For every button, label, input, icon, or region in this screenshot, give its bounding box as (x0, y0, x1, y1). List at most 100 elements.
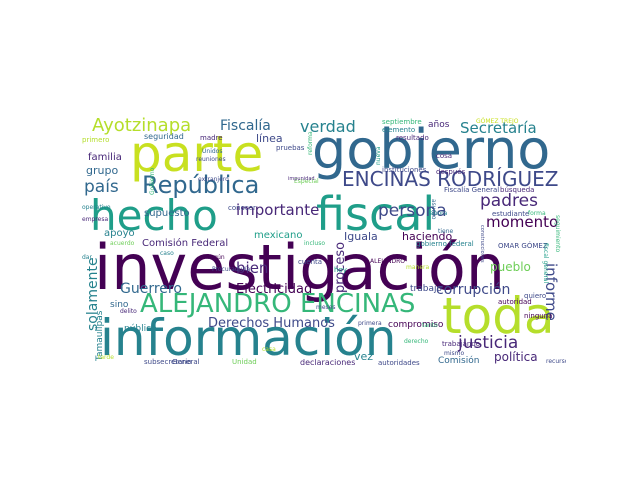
word: país (84, 177, 119, 197)
word: recurso (546, 358, 566, 365)
word-cloud: investigación gobierno información parte… (80, 115, 566, 369)
word: ninguna (524, 312, 553, 320)
word: resultado (396, 134, 429, 142)
word: caso (160, 250, 174, 257)
word: pueblo (490, 260, 531, 274)
word: años (428, 120, 450, 130)
word: fiscal general (542, 243, 549, 284)
word: cosa (436, 152, 453, 160)
word: compromiso (388, 320, 444, 330)
word: búsqueda (500, 186, 535, 194)
word: después (436, 168, 466, 176)
word: impunidad (288, 176, 315, 182)
word: operativo (82, 204, 111, 211)
word: toda (442, 287, 555, 345)
word: tarde (98, 354, 114, 361)
word: Fiscalía General (444, 186, 500, 194)
word: verdad (300, 117, 356, 136)
word: corrupción (436, 282, 511, 298)
word: ALEJANDRO (370, 258, 406, 265)
word: trabajo (410, 284, 442, 294)
word: conocer (228, 204, 256, 212)
word: declaraciones (300, 358, 356, 367)
word: información (100, 309, 397, 367)
word: Unidad (232, 358, 257, 366)
word: OMAR GÓMEZ (498, 242, 548, 250)
word: Guerrero (120, 281, 182, 297)
word: Electricidad (236, 282, 313, 297)
word: primero (82, 136, 110, 144)
word: grupo (86, 164, 119, 177)
word: acuerdo (110, 240, 135, 247)
word: empresa (82, 216, 109, 223)
word: incluso (304, 240, 326, 247)
word: dar (82, 254, 92, 261)
word: Iguala (344, 230, 378, 243)
word: instituciones (382, 166, 427, 174)
word: investigación (94, 231, 506, 304)
word: autoridad (498, 298, 532, 306)
word: importante (236, 201, 320, 219)
word: manera (406, 264, 430, 271)
word: construcciones (479, 225, 485, 263)
word: autoridades (378, 359, 420, 367)
word: tiene (438, 228, 454, 235)
word: ningún (204, 254, 225, 261)
word: supuesto (144, 208, 190, 219)
word: sino (110, 300, 129, 310)
word: mismo (444, 350, 465, 357)
word: meses (316, 304, 336, 311)
word: fiscal (316, 187, 436, 241)
word: mexicano (254, 230, 303, 241)
word: justicia (458, 333, 519, 353)
word: Especial (294, 178, 319, 185)
word: elemento (382, 126, 416, 134)
word: hoy (334, 266, 347, 274)
word: Fiscalía (220, 118, 271, 134)
word: parte (130, 125, 264, 183)
word: vez (354, 350, 374, 363)
word: Gobierno (149, 167, 156, 195)
word: GÓMEZ TREJO (476, 118, 519, 125)
word: estudiante (492, 210, 530, 218)
word: persona (378, 201, 447, 221)
word: tanto (422, 322, 438, 329)
word: Procuraduría (212, 266, 251, 273)
word: subsecretario (144, 358, 192, 366)
word: reuniones (196, 156, 226, 163)
word: casa (262, 346, 276, 353)
word: gobierno (312, 118, 551, 181)
word: cuenta (298, 258, 323, 266)
word: apoyo (104, 228, 135, 239)
word: Comisión (438, 356, 480, 366)
word: nueva (375, 146, 382, 165)
word: derecho (404, 338, 429, 345)
word: trabajando (442, 340, 481, 348)
word: ahora (430, 210, 448, 217)
word: Comisión Federal (142, 238, 229, 249)
word: ENCINAS RODRÍGUEZ (342, 167, 559, 191)
word: Derechos Humanos (208, 316, 335, 331)
word: seguimiento (554, 215, 561, 253)
word: extranjero (198, 176, 229, 183)
word: público (124, 324, 157, 334)
word: pruebas (276, 144, 305, 152)
word: seguridad (144, 132, 184, 141)
word: Secretaría (460, 119, 537, 137)
word: septiembre (382, 118, 422, 126)
word: política (494, 350, 538, 364)
word: madre (200, 134, 223, 142)
word: delito (120, 308, 137, 315)
word: Unidos (202, 148, 223, 155)
word: bien (236, 259, 269, 277)
word: línea (256, 132, 283, 145)
word: primera (358, 320, 382, 327)
word: haciendo (402, 230, 453, 243)
word: República (142, 171, 260, 199)
word: Ayotzinapa (92, 115, 192, 136)
word: ALEJANDRO ENCINAS (140, 289, 416, 319)
word: hecho (90, 191, 218, 240)
word: momento (486, 213, 559, 231)
word: padres (480, 191, 538, 211)
word: quiero (524, 292, 547, 300)
